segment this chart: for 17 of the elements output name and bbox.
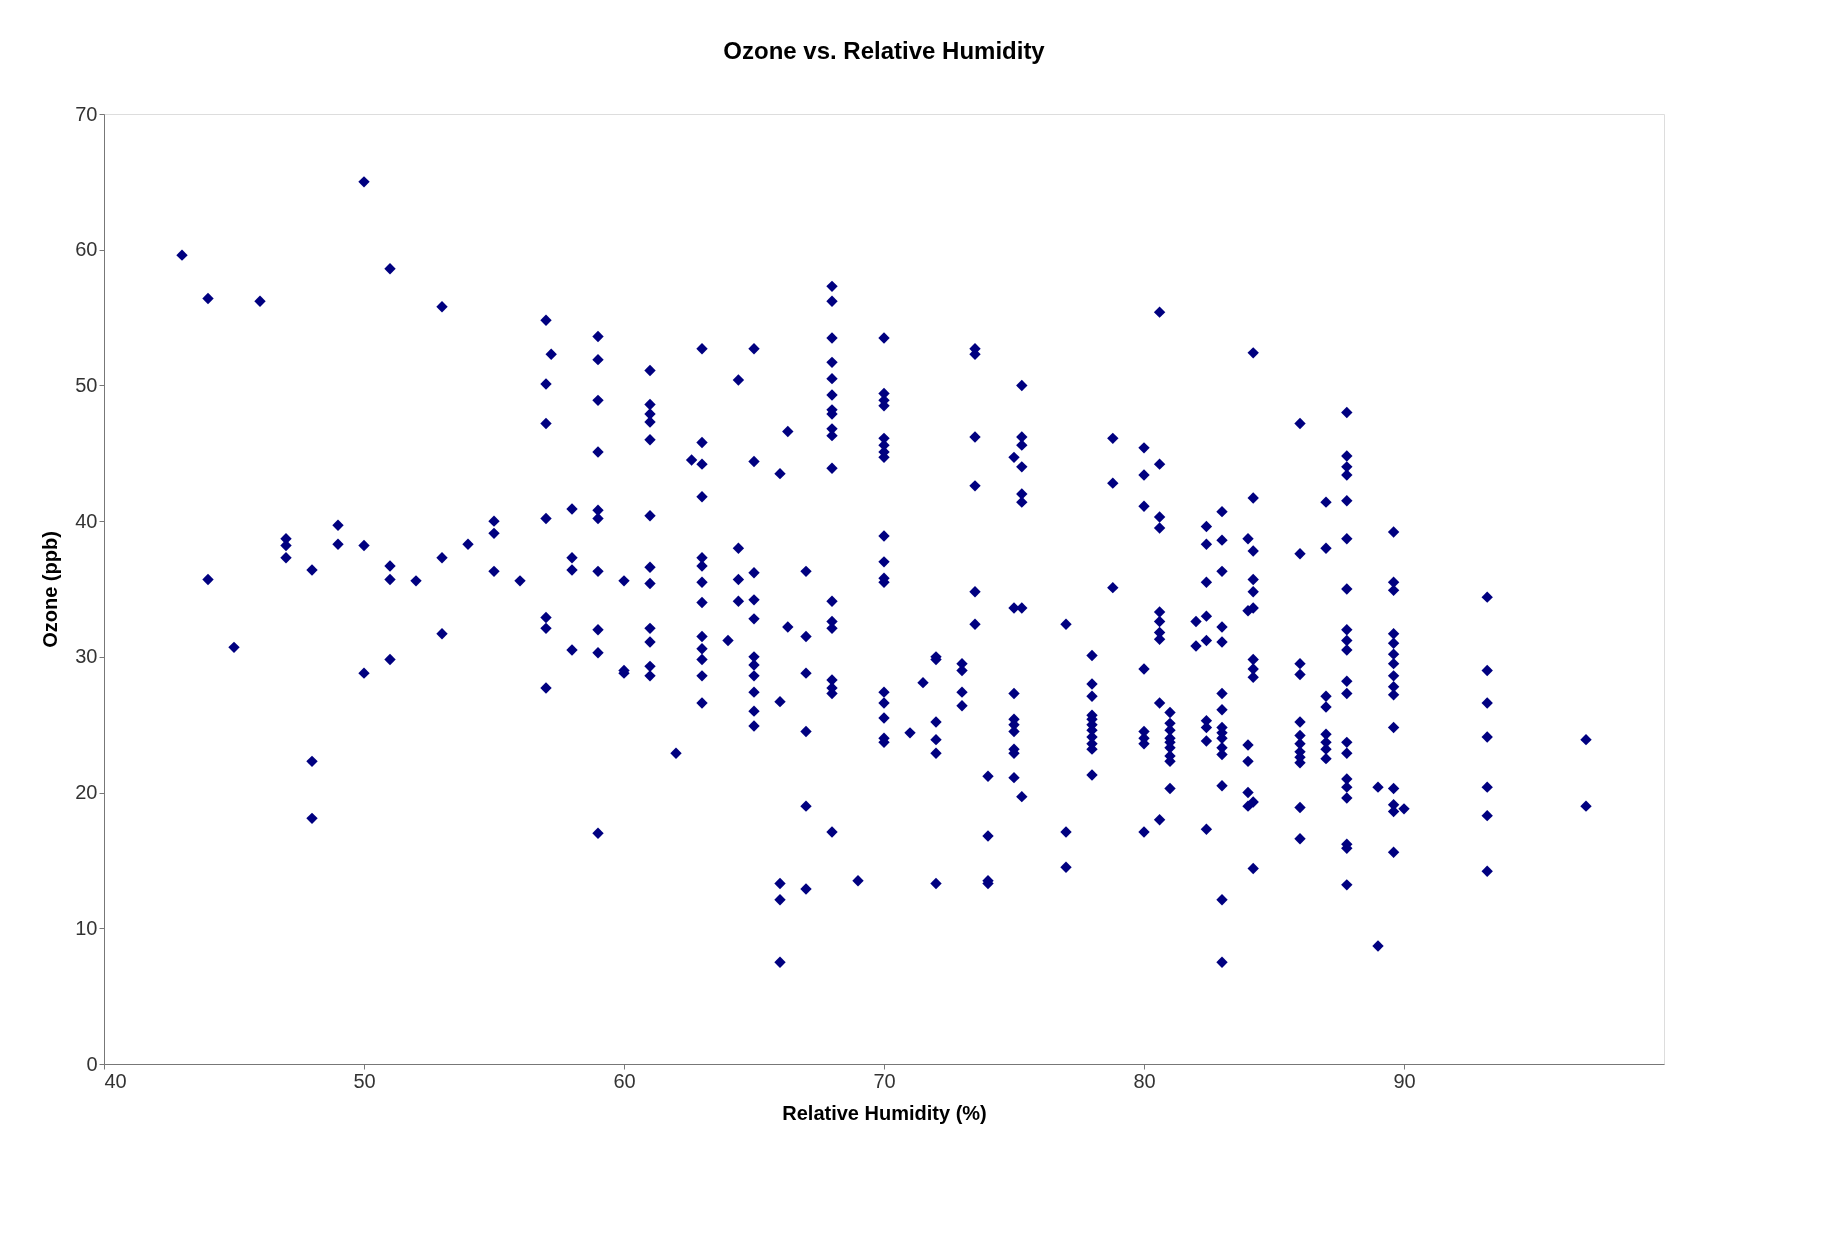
y-tick-label: 40 — [75, 509, 98, 532]
x-tick-label: 90 — [1393, 1069, 1416, 1092]
y-tick-label: 0 — [86, 1052, 98, 1075]
y-tick-label: 10 — [75, 916, 98, 939]
y-tick-label: 50 — [75, 373, 98, 396]
x-tick-label: 80 — [1133, 1069, 1156, 1092]
x-tick-label: 40 — [104, 1069, 127, 1092]
chart-title: Ozone vs. Relative Humidity — [723, 37, 1046, 64]
x-tick-label: 70 — [873, 1069, 896, 1092]
y-tick-label: 60 — [75, 238, 98, 261]
y-axis-title: Ozone (ppb) — [39, 531, 62, 648]
y-tick-label: 30 — [75, 645, 98, 668]
y-tick-label: 20 — [75, 781, 98, 804]
y-tick-label: 70 — [75, 102, 98, 125]
x-axis-title: Relative Humidity (%) — [782, 1101, 987, 1124]
x-tick-label: 50 — [353, 1069, 376, 1092]
x-tick-label: 60 — [613, 1069, 636, 1092]
